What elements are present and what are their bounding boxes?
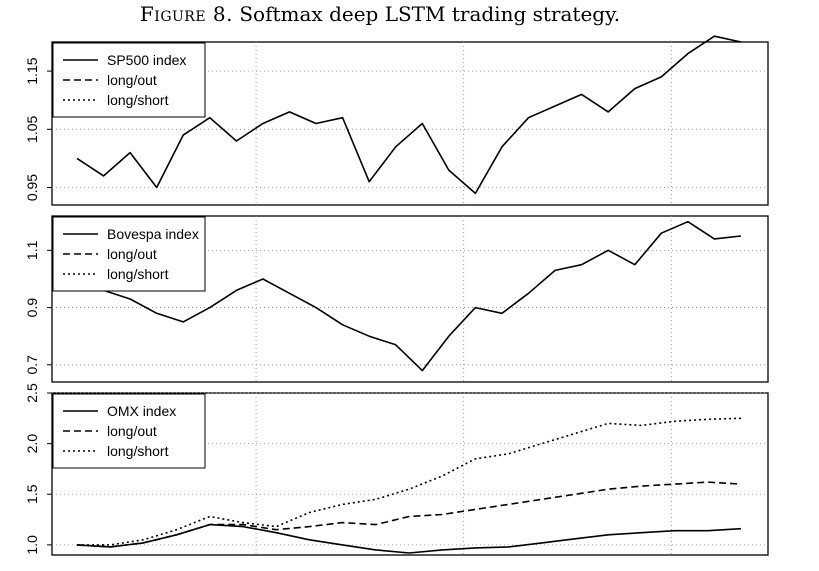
- figure-caption: Softmax deep LSTM trading strategy.: [239, 2, 621, 26]
- legend-label: long/short: [107, 92, 169, 108]
- y-tick-label: 1.0: [24, 535, 40, 555]
- y-tick-label: 0.95: [24, 174, 40, 201]
- plot-frame: [51, 41, 769, 206]
- legend-label: long/short: [107, 266, 169, 282]
- series-line: [76, 481, 742, 548]
- legend-label: SP500 index: [107, 52, 186, 68]
- y-tick-label: 0.7: [24, 355, 40, 375]
- legend-label: long/out: [107, 246, 157, 262]
- y-tick-label: 1.1: [24, 240, 40, 260]
- legend-label: long/out: [107, 72, 157, 88]
- legend-label: OMX index: [107, 403, 176, 419]
- legend-label: long/out: [107, 423, 157, 439]
- legend-label: long/short: [107, 443, 169, 459]
- plot-frame: [51, 392, 769, 556]
- y-tick-label: 1.15: [24, 57, 40, 84]
- y-tick-label: 1.5: [24, 484, 40, 504]
- series-line: [77, 417, 742, 546]
- series-line: [76, 35, 742, 195]
- plot-frame: [51, 215, 769, 383]
- y-tick-label: 2.5: [24, 383, 40, 403]
- figure-number: Figure 8.: [139, 2, 233, 26]
- legend-label: Bovespa index: [107, 226, 199, 242]
- series-line: [76, 220, 742, 372]
- y-tick-label: 1.05: [24, 115, 40, 142]
- y-tick-label: 2.0: [24, 434, 40, 454]
- y-tick-label: 0.9: [24, 298, 40, 318]
- figure-title: Figure 8. Softmax deep LSTM trading stra…: [0, 2, 760, 26]
